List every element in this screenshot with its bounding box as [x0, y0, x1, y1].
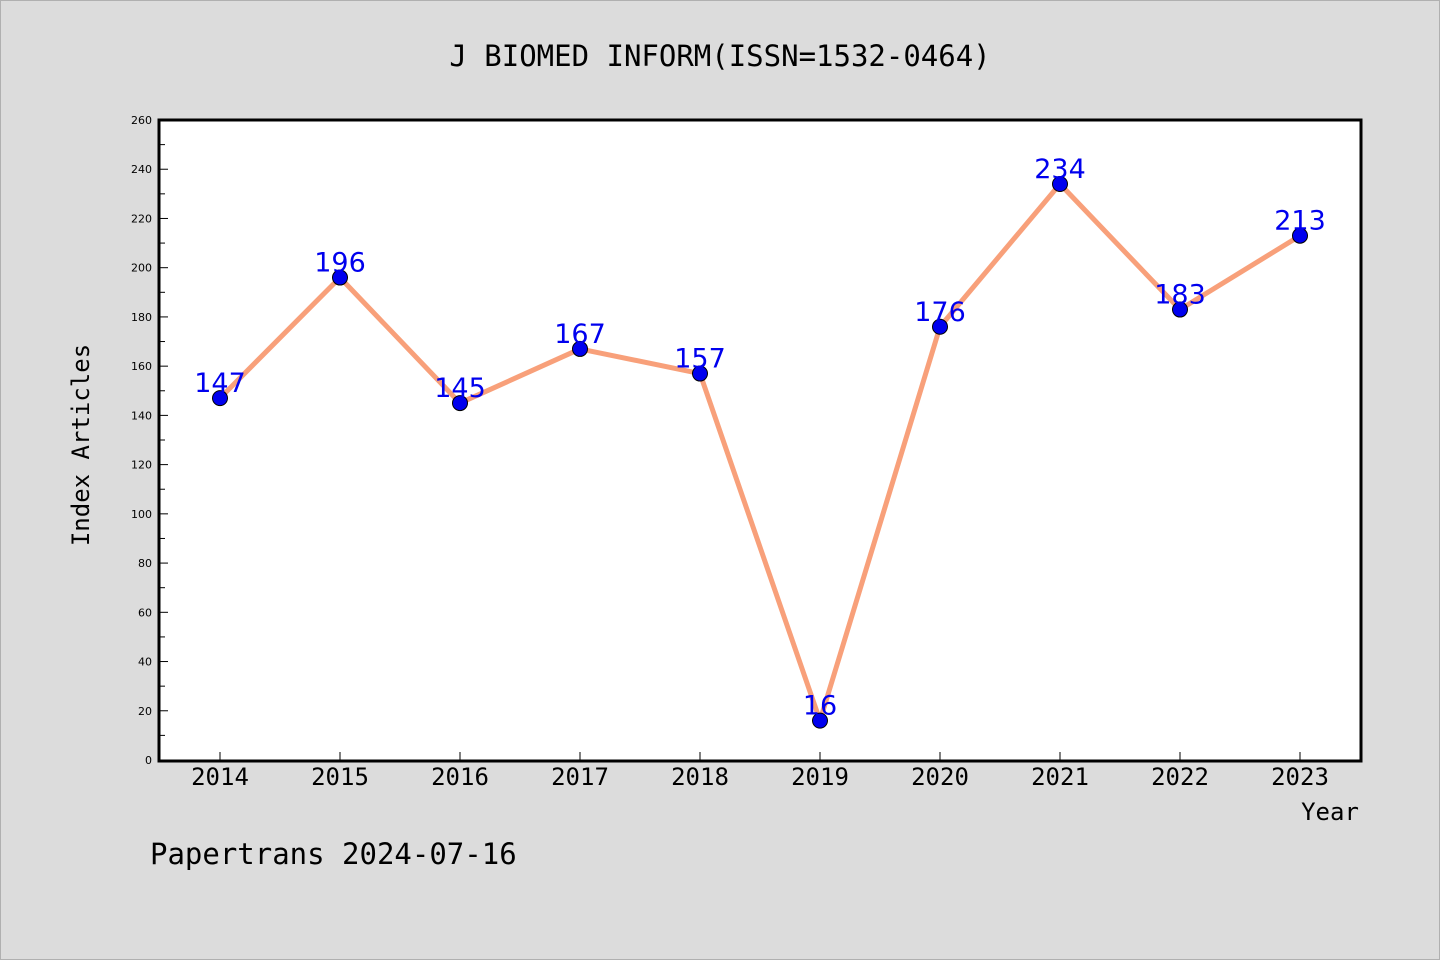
y-tick-label: 0	[145, 754, 152, 767]
plot-area	[159, 120, 1361, 761]
x-tick-label: 2015	[311, 763, 369, 791]
data-point-marker	[332, 269, 348, 286]
y-tick-label: 240	[131, 163, 152, 176]
data-label: 196	[314, 248, 366, 279]
y-tick-label: 20	[138, 705, 152, 718]
series-markers	[212, 176, 1308, 729]
x-tick-label: 2017	[551, 763, 609, 791]
data-label: 167	[554, 319, 606, 350]
y-tick-label: 220	[131, 212, 152, 225]
plot-frame	[157, 118, 1363, 763]
data-label: 176	[914, 297, 966, 328]
x-tick-label: 2014	[191, 763, 249, 791]
x-tick-label: 2023	[1271, 763, 1329, 791]
data-point-marker	[692, 365, 708, 382]
data-point-marker	[452, 395, 468, 412]
y-axis-label: Index Articles	[67, 344, 95, 546]
data-point-marker	[212, 390, 228, 407]
y-tick-label: 60	[138, 606, 152, 619]
y-tick-label: 80	[138, 557, 152, 570]
y-tick-label: 120	[131, 459, 152, 472]
y-axis: 0 20 40 60 80 100 120 140 160 180 200 220 240 260	[131, 114, 168, 767]
data-point-marker	[1052, 176, 1068, 192]
y-tick-label: 180	[131, 311, 152, 324]
x-tick-label: 2020	[911, 763, 969, 791]
data-label: 145	[434, 373, 486, 404]
y-tick-label: 40	[138, 656, 152, 669]
x-tick-label: 2021	[1031, 763, 1089, 791]
y-tick-label: 140	[131, 409, 152, 422]
x-axis-label: Year	[1301, 798, 1359, 826]
data-point-marker	[932, 318, 948, 335]
data-labels: 147 196 145 167 157 16 176 234 183 213	[194, 154, 1326, 722]
series-line	[217, 181, 1303, 724]
data-label: 16	[803, 691, 837, 722]
y-tick-label: 200	[131, 262, 152, 275]
data-label: 147	[194, 368, 246, 399]
watermark-text: Papertrans 2024-07-16	[150, 837, 517, 871]
x-tick-label: 2022	[1151, 763, 1209, 791]
chart-title: J BIOMED INFORM(ISSN=1532-0464)	[449, 39, 990, 73]
data-label: 234	[1034, 154, 1086, 185]
y-tick-label: 100	[131, 508, 152, 521]
x-axis: 2014 2015 2016 2017 2018 2019 2020 2021 2022 2023	[191, 752, 1329, 791]
data-label: 183	[1154, 280, 1206, 311]
y-tick-label: 260	[131, 114, 152, 127]
data-point-marker	[1172, 301, 1188, 318]
data-point-marker	[812, 712, 828, 729]
x-tick-label: 2018	[671, 763, 729, 791]
series-line-path	[217, 181, 1303, 724]
data-label: 157	[674, 344, 726, 375]
data-point-marker	[1292, 227, 1308, 244]
y-tick-label: 160	[131, 360, 152, 373]
x-tick-label: 2016	[431, 763, 489, 791]
x-tick-label: 2019	[791, 763, 849, 791]
data-point-marker	[572, 340, 588, 357]
plot-background	[159, 120, 1361, 761]
data-label: 213	[1274, 206, 1326, 237]
